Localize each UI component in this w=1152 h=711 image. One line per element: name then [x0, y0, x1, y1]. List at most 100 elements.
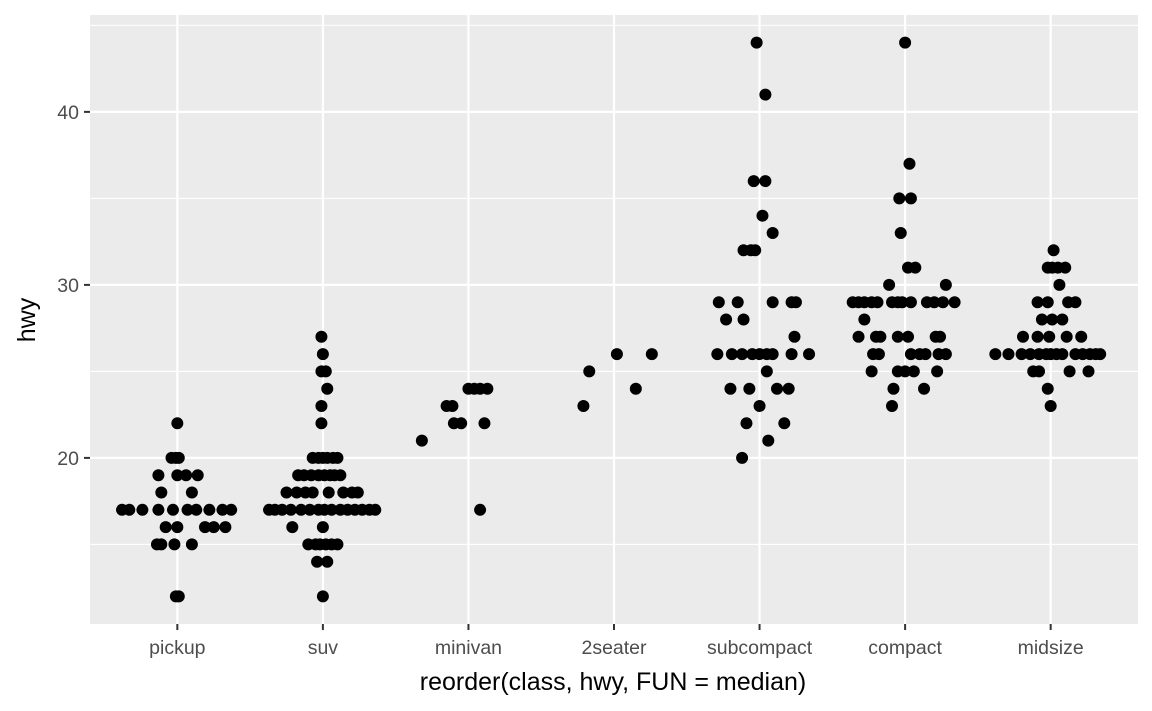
- data-point: [198, 521, 211, 534]
- data-point: [753, 400, 766, 413]
- y-tick-label: 40: [57, 102, 79, 124]
- data-point: [415, 434, 428, 447]
- data-point: [1031, 330, 1044, 343]
- data-point: [928, 296, 941, 309]
- x-axis-title: reorder(class, hwy, FUN = median): [420, 668, 806, 696]
- data-point: [316, 521, 329, 534]
- x-tick-label: minivan: [435, 637, 502, 659]
- data-point: [315, 417, 328, 430]
- data-point: [171, 521, 184, 534]
- data-point: [191, 469, 204, 482]
- x-tick-label: midsize: [1018, 637, 1084, 659]
- data-point: [1046, 313, 1059, 326]
- data-point: [934, 330, 947, 343]
- data-point: [1053, 278, 1066, 291]
- data-point: [874, 330, 887, 343]
- data-point: [712, 296, 725, 309]
- data-point: [771, 382, 784, 395]
- data-point: [909, 261, 922, 274]
- data-point: [894, 226, 907, 239]
- data-point: [166, 503, 179, 516]
- data-point: [736, 348, 749, 361]
- data-point: [219, 521, 232, 534]
- data-point: [180, 469, 193, 482]
- data-point: [760, 365, 773, 378]
- data-point: [803, 348, 816, 361]
- data-point: [759, 175, 772, 188]
- data-point: [322, 486, 335, 499]
- data-point: [789, 296, 802, 309]
- data-point: [280, 486, 293, 499]
- data-point: [290, 486, 303, 499]
- data-point: [478, 417, 491, 430]
- data-point: [1047, 244, 1060, 257]
- data-point: [152, 469, 165, 482]
- data-point: [887, 382, 900, 395]
- data-point: [1056, 348, 1069, 361]
- data-point: [1056, 313, 1069, 326]
- data-point: [788, 330, 801, 343]
- data-point: [455, 417, 468, 430]
- data-point: [737, 313, 750, 326]
- data-point: [172, 590, 185, 603]
- data-point: [351, 486, 364, 499]
- data-point: [311, 555, 324, 568]
- data-point: [284, 503, 297, 516]
- y-tick-label: 30: [57, 275, 79, 297]
- x-axis-ticks: pickup suv minivan 2seater subcompact compact…: [149, 624, 1084, 659]
- data-point: [331, 538, 344, 551]
- data-point: [325, 503, 338, 516]
- data-point: [1082, 365, 1095, 378]
- data-point: [711, 348, 724, 361]
- data-point: [155, 538, 168, 551]
- x-tick-label: pickup: [149, 637, 206, 659]
- y-axis-ticks: 20 30 40: [57, 102, 90, 470]
- data-point: [610, 348, 623, 361]
- x-tick-label: subcompact: [707, 637, 813, 659]
- data-point: [185, 486, 198, 499]
- data-point: [583, 365, 596, 378]
- data-point: [782, 382, 795, 395]
- data-point: [225, 503, 238, 516]
- data-point: [1031, 296, 1044, 309]
- data-point: [1075, 330, 1088, 343]
- data-point: [185, 538, 198, 551]
- data-point: [1017, 330, 1030, 343]
- data-point: [1063, 365, 1076, 378]
- data-point: [872, 348, 885, 361]
- data-point: [724, 382, 737, 395]
- data-point: [295, 503, 308, 516]
- data-point: [1043, 330, 1056, 343]
- data-point: [750, 36, 763, 49]
- data-point: [904, 192, 917, 205]
- data-point: [852, 330, 865, 343]
- data-point: [766, 348, 779, 361]
- data-point: [1094, 348, 1107, 361]
- data-point: [286, 521, 299, 534]
- data-point: [736, 451, 749, 464]
- data-point: [785, 348, 798, 361]
- data-point: [904, 348, 917, 361]
- data-point: [190, 503, 203, 516]
- data-point: [939, 278, 952, 291]
- data-point: [899, 36, 912, 49]
- data-point: [316, 590, 329, 603]
- data-point: [629, 382, 642, 395]
- data-point: [152, 503, 165, 516]
- data-point: [203, 503, 216, 516]
- data-points: [116, 36, 1107, 603]
- data-point: [306, 486, 319, 499]
- data-point: [334, 469, 347, 482]
- data-point: [904, 296, 917, 309]
- data-point: [931, 365, 944, 378]
- data-point: [896, 296, 909, 309]
- data-point: [907, 365, 920, 378]
- data-point: [756, 209, 769, 222]
- data-point: [766, 226, 779, 239]
- data-point: [886, 400, 899, 413]
- data-point: [893, 192, 906, 205]
- data-point: [136, 503, 149, 516]
- x-tick-label: suv: [308, 637, 339, 659]
- data-point: [749, 244, 762, 257]
